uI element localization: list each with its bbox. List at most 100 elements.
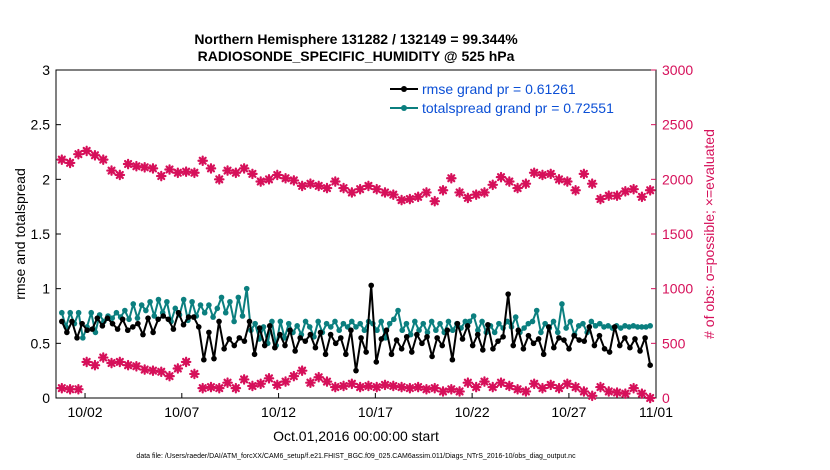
obs-evaluated-point — [429, 382, 441, 394]
series-point-rmse — [348, 327, 354, 334]
obs-possible-point — [97, 154, 109, 165]
series-point-rmse — [79, 320, 85, 327]
obs-possible-point — [288, 175, 300, 186]
series-point-spread — [403, 320, 410, 327]
series-point-rmse — [510, 342, 517, 349]
obs-evaluated-point — [611, 387, 623, 398]
y-right-tick-label: 500 — [662, 335, 686, 351]
obs-possible-point — [363, 180, 374, 192]
obs-possible-point — [512, 182, 523, 194]
obs-possible-point — [147, 163, 159, 174]
series-point-rmse — [571, 332, 577, 339]
line-series-group — [59, 282, 653, 374]
obs-possible-point — [89, 149, 101, 161]
series-point-rmse — [343, 351, 349, 358]
legend-marker-spread — [401, 105, 407, 111]
series-point-rmse — [622, 335, 628, 341]
series-point-rmse — [373, 359, 380, 365]
series-point-rmse — [236, 335, 243, 341]
series-point-spread — [588, 318, 595, 325]
series-point-rmse — [114, 326, 121, 332]
series-point-rmse — [216, 318, 222, 325]
series-point-spread — [475, 327, 481, 334]
series-point-spread — [378, 318, 385, 325]
obs-possible-point — [321, 182, 333, 194]
x-tick-label: 10/02 — [68, 404, 103, 420]
series-point-spread — [395, 307, 401, 314]
series-point-spread — [327, 324, 334, 330]
series-point-rmse — [540, 351, 547, 358]
x-tick-label: 10/22 — [455, 404, 490, 420]
obs-possible-point — [479, 187, 490, 198]
obs-evaluated-point — [578, 386, 590, 397]
obs-possible-point — [313, 180, 325, 192]
y-axis-left-label: rmse and totalspread — [12, 168, 28, 300]
obs-evaluated-point — [230, 382, 242, 394]
obs-evaluated-point — [131, 360, 142, 372]
obs-evaluated-point — [329, 381, 341, 393]
x-tick-label: 10/12 — [261, 404, 296, 420]
series-point-spread — [189, 298, 195, 305]
obs-evaluated-point — [446, 383, 457, 395]
series-point-spread — [348, 318, 355, 325]
series-point-spread — [538, 329, 544, 336]
obs-possible-point — [263, 174, 275, 185]
y-left-tick-label: 0.5 — [31, 335, 51, 351]
series-point-spread — [231, 318, 237, 325]
obs-evaluated-point — [545, 379, 557, 391]
series-point-rmse — [287, 327, 293, 334]
series-point-spread — [634, 324, 641, 330]
obs-possible-point — [545, 168, 557, 180]
series-point-spread — [126, 316, 132, 323]
series-point-rmse — [419, 340, 425, 347]
series-point-spread — [462, 318, 469, 325]
series-point-spread — [412, 318, 418, 325]
series-point-spread — [601, 324, 607, 330]
series-point-rmse — [332, 340, 339, 347]
series-point-rmse — [398, 346, 405, 352]
chart-title-line1: Northern Hemisphere 131282 / 132149 = 99… — [194, 31, 518, 47]
obs-possible-point — [437, 184, 449, 196]
series-point-rmse — [429, 353, 435, 360]
series-point-spread — [391, 316, 397, 323]
obs-possible-point — [213, 174, 225, 185]
obs-evaluated-point — [479, 376, 490, 387]
obs-possible-point — [164, 164, 175, 175]
series-point-spread — [470, 313, 477, 319]
x-tick-label: 10/27 — [551, 404, 586, 420]
series-point-spread — [285, 320, 292, 327]
series-point-spread — [138, 302, 145, 308]
y-right-tick-label: 1000 — [662, 281, 693, 297]
series-point-rmse — [327, 331, 334, 338]
obs-evaluated-point — [437, 386, 449, 397]
series-point-rmse — [393, 337, 400, 343]
series-point-rmse — [226, 336, 232, 342]
y-left-tick-label: 2 — [42, 171, 50, 187]
obs-evaluated-point — [180, 356, 192, 368]
series-point-spread — [605, 323, 611, 329]
series-point-spread — [269, 318, 275, 325]
series-point-rmse — [195, 324, 202, 330]
obs-evaluated-point — [512, 383, 523, 395]
obs-possible-point — [537, 169, 548, 181]
series-point-rmse — [449, 356, 456, 363]
obs-possible-point — [644, 184, 656, 196]
obs-possible-point — [487, 179, 499, 191]
series-point-rmse — [535, 336, 542, 342]
series-point-spread — [428, 318, 435, 325]
series-point-rmse — [84, 327, 90, 334]
series-point-spread — [445, 318, 452, 325]
series-point-spread — [622, 323, 628, 329]
series-point-spread — [521, 325, 527, 331]
series-point-spread — [529, 318, 536, 325]
series-point-rmse — [272, 344, 278, 351]
chart-title-line2: RADIOSONDE_SPECIFIC_HUMIDITY @ 525 hPa — [198, 48, 515, 64]
obs-possible-point — [180, 166, 192, 177]
series-point-spread — [172, 305, 179, 312]
series-point-rmse — [261, 342, 268, 349]
series-point-spread — [130, 301, 137, 307]
series-point-spread — [340, 320, 347, 327]
obs-possible-point — [562, 176, 573, 187]
y-left-tick-label: 1.5 — [31, 226, 51, 242]
